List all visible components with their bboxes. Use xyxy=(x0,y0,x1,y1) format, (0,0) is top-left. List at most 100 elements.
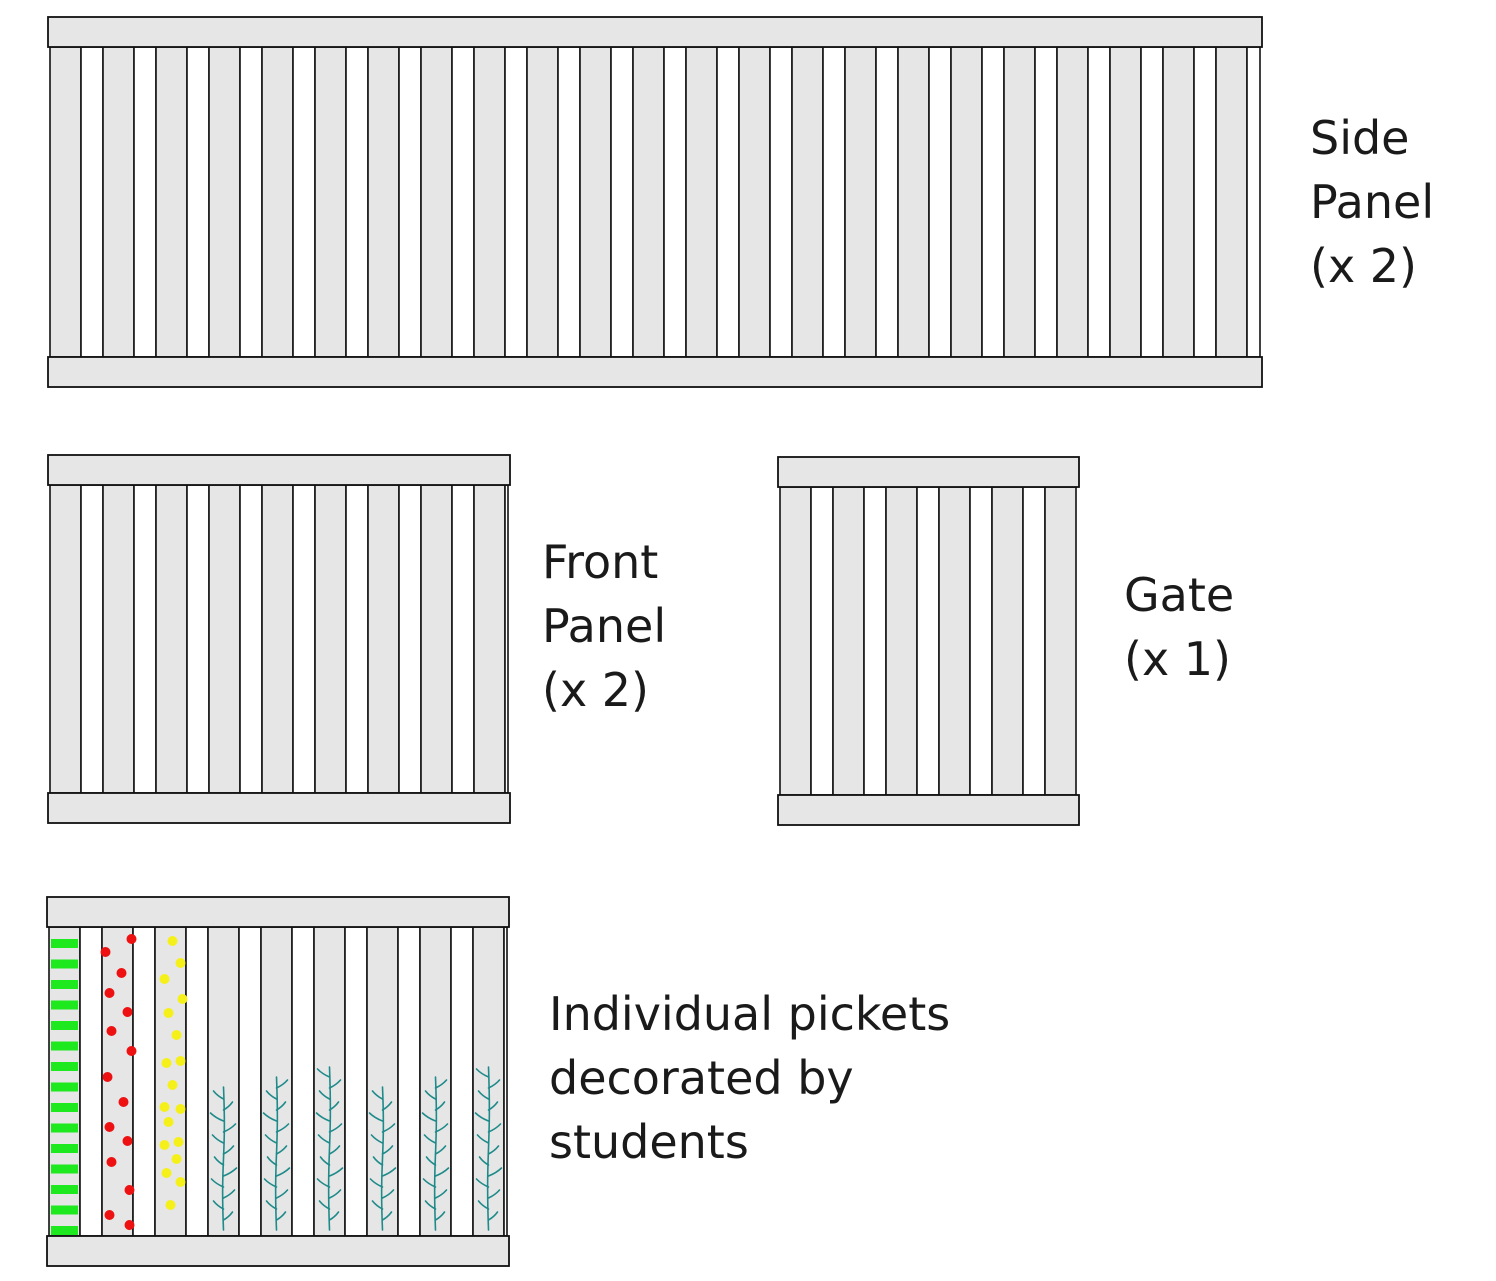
red-dot xyxy=(122,1136,133,1146)
fern-icon xyxy=(209,1086,238,1231)
fern-leaf xyxy=(421,1112,437,1122)
fern-leaf xyxy=(487,1079,501,1089)
fern-leaf xyxy=(487,1123,502,1133)
picket-gap xyxy=(239,484,263,794)
fern-leaf xyxy=(423,1134,437,1144)
picket xyxy=(632,46,665,358)
yellow-dot xyxy=(159,1140,170,1150)
bottom-rail xyxy=(46,1235,510,1267)
decorated-pickets-label: Individual pickets decorated by students xyxy=(549,982,950,1174)
fern-leaf xyxy=(316,1068,331,1078)
front-panel-label: Front Panel (x 2) xyxy=(542,530,666,722)
yellow-dot xyxy=(159,974,170,984)
green-stripe xyxy=(51,1062,78,1071)
picket-gap xyxy=(1034,46,1058,358)
picket xyxy=(367,484,400,794)
picket-gap xyxy=(1140,46,1164,358)
yellow-dot xyxy=(173,1137,184,1147)
picket xyxy=(155,46,188,358)
picket-gap xyxy=(292,484,316,794)
gate-label-line: (x 1) xyxy=(1124,632,1232,686)
picket-gap xyxy=(186,484,210,794)
fern-leaf xyxy=(316,1178,331,1188)
fern-leaf xyxy=(210,1178,225,1188)
fern-leaf xyxy=(477,1090,490,1100)
front-panel-label-line: Panel xyxy=(542,599,667,653)
fern-leaf xyxy=(424,1090,437,1100)
front-panel-label-line: Front xyxy=(542,535,659,589)
fern-icon xyxy=(315,1066,344,1231)
fern-leaf xyxy=(381,1101,393,1111)
fern-leaf xyxy=(263,1178,278,1188)
picket-gap xyxy=(716,46,740,358)
red-dot xyxy=(126,1046,137,1056)
fern-stem xyxy=(327,1066,332,1231)
fern-leaf xyxy=(222,1189,236,1199)
fern-leaf xyxy=(381,1211,393,1221)
fern-leaf xyxy=(370,1134,384,1144)
picket-gap xyxy=(1022,486,1046,796)
picket-gap xyxy=(863,486,887,796)
fern-leaf xyxy=(478,1156,490,1166)
picket-gap xyxy=(969,486,993,796)
gate-label: Gate (x 1) xyxy=(1124,563,1234,691)
picket-gap xyxy=(928,46,952,358)
fern-leaf xyxy=(434,1167,450,1177)
green-stripe xyxy=(51,1185,78,1194)
fern-leaf xyxy=(424,1200,437,1210)
fern-leaf xyxy=(434,1123,449,1133)
green-stripe xyxy=(51,1082,78,1092)
fern-leaf xyxy=(328,1167,344,1177)
red-dot xyxy=(106,1157,117,1167)
fern-leaf xyxy=(475,1178,490,1188)
yellow-dot xyxy=(175,1056,186,1066)
picket-gap xyxy=(504,484,509,794)
decorated-label-line: students xyxy=(549,1115,749,1169)
red-dot xyxy=(102,1072,113,1082)
fern-stem xyxy=(486,1066,491,1231)
picket xyxy=(950,46,983,358)
fern-leaf xyxy=(275,1101,287,1111)
fern-leaf xyxy=(434,1101,446,1111)
picket-gap xyxy=(916,486,940,796)
fern-leaf xyxy=(371,1200,384,1210)
fern-leaf xyxy=(381,1189,395,1199)
yellow-dot xyxy=(171,1154,182,1164)
green-stripe xyxy=(51,1021,78,1030)
picket xyxy=(208,46,241,358)
fern-icon xyxy=(474,1066,503,1231)
red-dot xyxy=(104,1122,115,1132)
picket-gap xyxy=(610,46,634,358)
green-stripe xyxy=(51,980,78,989)
picket-gap xyxy=(292,46,316,358)
yellow-dot xyxy=(175,1177,186,1187)
red-dot xyxy=(126,934,137,944)
picket xyxy=(579,46,612,358)
picket xyxy=(473,46,506,358)
picket-gap xyxy=(133,484,157,794)
fern-leaf xyxy=(264,1134,278,1144)
decorated-label-line: Individual pickets xyxy=(549,987,951,1041)
picket-gap xyxy=(398,484,422,794)
fern-leaf xyxy=(222,1145,235,1155)
fern-leaf xyxy=(328,1145,341,1155)
fern-leaf xyxy=(275,1079,289,1089)
green-stripe xyxy=(51,1041,78,1051)
picket-gap xyxy=(79,926,103,1237)
top-rail xyxy=(47,16,1263,48)
picket-gap xyxy=(981,46,1005,358)
red-dot xyxy=(124,1185,135,1195)
fern-leaf xyxy=(425,1156,437,1166)
fern-leaf xyxy=(275,1189,289,1199)
picket-gap xyxy=(769,46,793,358)
green-stripe xyxy=(51,939,78,948)
fern-leaf xyxy=(265,1090,278,1100)
picket-gap xyxy=(557,46,581,358)
side-panel-label-line: Side xyxy=(1310,111,1410,165)
picket-gap xyxy=(875,46,899,358)
green-stripe xyxy=(51,1226,78,1235)
fern-leaf xyxy=(222,1167,238,1177)
picket xyxy=(938,486,971,796)
picket xyxy=(1215,46,1248,358)
picket xyxy=(473,484,506,794)
